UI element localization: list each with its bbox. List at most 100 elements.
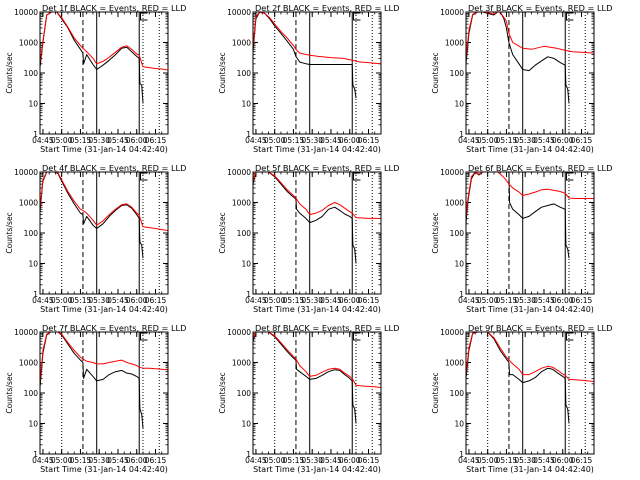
y-tick-label: 1 (459, 290, 464, 299)
x-tick-label: 05:45 (533, 296, 555, 305)
y-tick-label: 10 (454, 260, 464, 269)
x-tick-label: 04:45 (458, 456, 480, 465)
y-tick-label: 10000 (440, 168, 464, 177)
series-line-events (253, 332, 357, 424)
y-tick-label: 1000 (445, 39, 464, 48)
series-group (466, 332, 594, 424)
panel-title: Det 2f BLACK = Events, RED = LLD (255, 3, 399, 13)
x-tick-label: 06:15 (571, 296, 593, 305)
series-group (466, 172, 594, 259)
panel-title: Det 3f BLACK = Events, RED = LLD (468, 3, 612, 13)
x-tick-label: 05:30 (88, 456, 110, 465)
x-tick-label: 06:00 (126, 456, 148, 465)
x-tick-label: 06:15 (358, 456, 380, 465)
series-line-lld (253, 172, 381, 219)
panel-title: Det 9f BLACK = Events, RED = LLD (468, 323, 612, 333)
panel-title: Det 7f BLACK = Events, RED = LLD (42, 323, 186, 333)
series-group (466, 12, 594, 104)
x-tick-label: 05:15 (496, 136, 518, 145)
x-tick-label: 04:45 (32, 296, 54, 305)
y-tick-label: 1 (459, 130, 464, 139)
x-tick-label: 05:00 (477, 296, 499, 305)
x-tick-label: 04:45 (32, 456, 54, 465)
axes-frame (39, 11, 169, 135)
top-bracket-marker (352, 12, 361, 21)
y-tick-label: 100 (237, 229, 252, 238)
series-group (40, 172, 168, 259)
series-line-events (253, 172, 357, 264)
series-group (253, 172, 381, 264)
series-line-events (466, 172, 570, 259)
series-group (40, 12, 168, 104)
y-axis-label: Counts/sec (431, 52, 440, 93)
series-line-events (466, 332, 570, 424)
y-tick-label: 1000 (445, 199, 464, 208)
axes-frame (465, 331, 595, 455)
y-axis-label: Counts/sec (218, 52, 227, 93)
x-tick-label: 05:00 (264, 296, 286, 305)
axes-frame (465, 11, 595, 135)
x-tick-label: 06:15 (571, 456, 593, 465)
x-tick-label: 05:00 (51, 456, 73, 465)
panel-title: Det 8f BLACK = Events, RED = LLD (255, 323, 399, 333)
y-tick-label: 1000 (19, 359, 38, 368)
series-line-events (40, 172, 144, 259)
x-axis-label: Start Time (31-Jan-14 04:42:40) (40, 145, 168, 154)
y-tick-label: 10000 (14, 328, 38, 337)
y-tick-label: 10 (454, 420, 464, 429)
y-tick-label: 1 (246, 450, 251, 459)
x-tick-label: 04:45 (458, 296, 480, 305)
series-line-lld (40, 332, 168, 384)
series-line-events (40, 12, 144, 104)
x-tick-label: 05:45 (320, 456, 342, 465)
axes-frame (252, 331, 382, 455)
x-tick-label: 05:30 (514, 296, 536, 305)
panel-det-8: Det 8f BLACK = Events, RED = LLD 1 10 100 10… (218, 323, 399, 474)
x-tick-label: 04:45 (245, 136, 267, 145)
x-tick-label: 05:15 (70, 456, 92, 465)
x-tick-label: 05:00 (51, 136, 73, 145)
panel-det-6: Det 6f BLACK = Events, RED = LLD 1 10 100 10… (431, 163, 612, 314)
x-tick-label: 06:15 (145, 456, 167, 465)
x-tick-label: 06:15 (145, 136, 167, 145)
x-tick-label: 05:30 (301, 296, 323, 305)
y-tick-label: 10000 (440, 8, 464, 17)
y-tick-label: 100 (24, 229, 39, 238)
panel-det-4: Det 4f BLACK = Events, RED = LLD 1 10 100 10… (5, 163, 186, 314)
x-tick-label: 06:15 (358, 296, 380, 305)
x-tick-label: 05:45 (107, 136, 129, 145)
y-tick-label: 100 (24, 389, 39, 398)
panel-det-3: Det 3f BLACK = Events, RED = LLD 1 10 100 10… (431, 3, 612, 154)
y-tick-label: 10 (241, 420, 251, 429)
x-axis-label: Start Time (31-Jan-14 04:42:40) (40, 305, 168, 314)
y-tick-label: 10000 (14, 168, 38, 177)
series-group (253, 332, 381, 424)
y-tick-label: 10 (28, 420, 38, 429)
x-axis-label: Start Time (31-Jan-14 04:42:40) (40, 465, 168, 474)
x-tick-label: 05:30 (514, 136, 536, 145)
x-tick-label: 04:45 (245, 296, 267, 305)
panel-det-5: Det 5f BLACK = Events, RED = LLD 1 10 100 10… (218, 163, 399, 314)
y-tick-label: 100 (450, 69, 465, 78)
panel-title: Det 6f BLACK = Events, RED = LLD (468, 163, 612, 173)
panel-title: Det 4f BLACK = Events, RED = LLD (42, 163, 186, 173)
x-tick-label: 05:30 (514, 456, 536, 465)
x-tick-label: 05:00 (51, 296, 73, 305)
y-tick-label: 1 (459, 450, 464, 459)
x-tick-label: 05:30 (88, 296, 110, 305)
y-tick-label: 10 (241, 100, 251, 109)
series-line-lld (40, 12, 168, 71)
y-tick-label: 1000 (232, 199, 251, 208)
y-axis-label: Counts/sec (5, 372, 14, 413)
x-tick-label: 06:00 (126, 296, 148, 305)
top-bracket-marker (352, 332, 361, 341)
y-tick-label: 1000 (19, 39, 38, 48)
y-axis-label: Counts/sec (5, 212, 14, 253)
top-bracket-marker (565, 12, 574, 21)
x-tick-label: 05:30 (88, 136, 110, 145)
y-tick-label: 10 (454, 100, 464, 109)
x-tick-label: 06:00 (339, 296, 361, 305)
panel-det-7: Det 7f BLACK = Events, RED = LLD 1 10 100 10… (5, 323, 186, 474)
series-group (253, 12, 381, 99)
panel-title: Det 1f BLACK = Events, RED = LLD (42, 3, 186, 13)
